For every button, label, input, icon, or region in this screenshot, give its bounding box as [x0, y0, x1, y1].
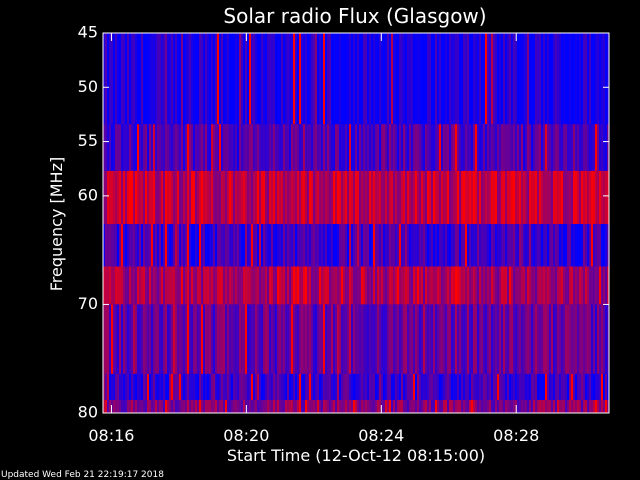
frequency-band-2	[103, 170, 609, 225]
y-tick-label: 80	[78, 403, 98, 422]
frequency-band-5	[103, 304, 609, 374]
frequency-band-1	[103, 124, 609, 171]
x-tick-label: 08:16	[88, 426, 134, 445]
y-tick-label: 60	[78, 185, 98, 204]
x-tick-label: 08:28	[493, 426, 539, 445]
y-tick-label: 50	[78, 77, 98, 96]
y-axis: 45 50 55 60 70 80	[78, 23, 609, 422]
x-tick-label: 08:24	[358, 426, 404, 445]
chart-title: Solar radio Flux (Glasgow)	[223, 4, 486, 28]
plot-frame	[102, 32, 610, 414]
frequency-band-7	[103, 399, 609, 413]
y-tick-label: 55	[78, 131, 98, 150]
x-tick-label: 08:20	[223, 426, 269, 445]
frequency-band-6	[103, 373, 609, 400]
frequency-band-3	[103, 224, 609, 267]
updated-timestamp: Updated Wed Feb 21 22:19:17 2018	[1, 470, 164, 480]
y-tick-label: 70	[78, 294, 98, 313]
x-axis-label: Start Time (12-Oct-12 08:15:00)	[227, 446, 485, 465]
y-axis-label: Frequency [MHz]	[47, 157, 66, 291]
plot-area	[103, 33, 609, 413]
frequency-band-4	[103, 266, 609, 305]
frequency-band-0	[103, 33, 609, 125]
x-axis: 08:16 08:20 08:24 08:28	[88, 33, 539, 445]
y-tick-label: 45	[78, 23, 98, 42]
